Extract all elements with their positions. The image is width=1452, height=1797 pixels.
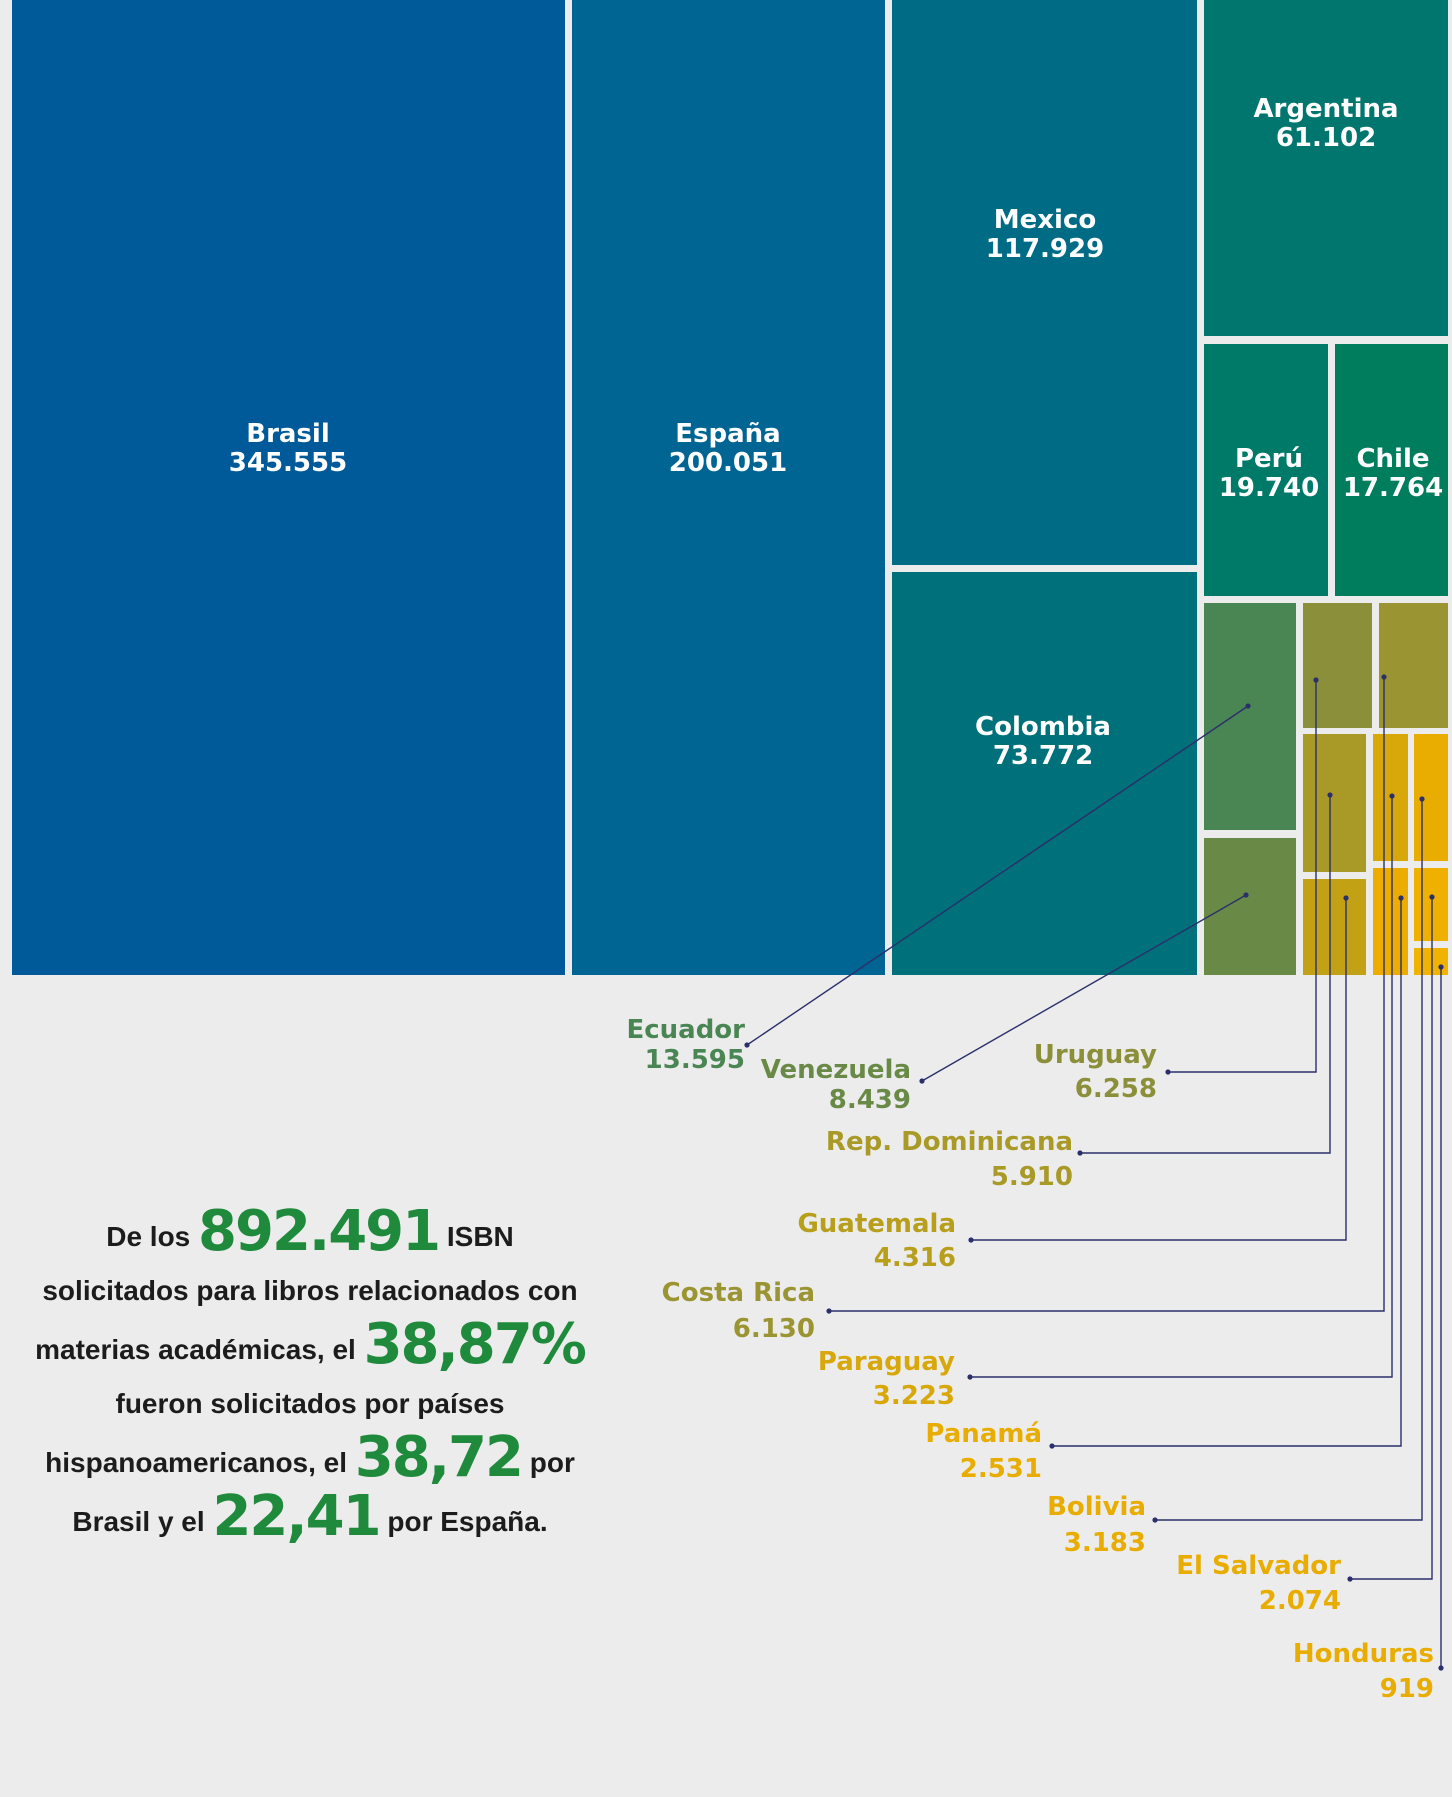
leader-end-ecuador	[744, 1042, 750, 1048]
label-colombia: Colombia	[975, 712, 1111, 742]
label-uruguay: Uruguay	[1034, 1040, 1157, 1070]
value-uruguay: 6.258	[1075, 1074, 1157, 1104]
summary-part-2: ISBN solicitados para libros relacionado…	[35, 1221, 578, 1365]
value-venezuela: 8.439	[829, 1085, 911, 1115]
tile-el-salvador	[1414, 868, 1448, 941]
leader-dot-panama	[1398, 895, 1404, 901]
brasil-percentage: 38,72	[354, 1425, 524, 1490]
leader-line-rep-dominicana	[1080, 795, 1331, 1154]
summary-part-3: fueron solicitados por países hispanoame…	[45, 1388, 505, 1478]
leader-line-bolivia	[1155, 799, 1423, 1521]
leader-line-ecuador	[746, 705, 1249, 1046]
label-bolivia: Bolivia	[1047, 1492, 1146, 1522]
leader-end-costa-rica	[826, 1308, 832, 1314]
value-el-salvador: 2.074	[1259, 1586, 1341, 1616]
leader-dot-guatemala	[1343, 895, 1349, 901]
tile-bolivia	[1414, 734, 1448, 861]
total-isbn-number: 892.491	[198, 1199, 441, 1264]
tile-uruguay	[1303, 603, 1372, 728]
leader-end-el-salvador	[1347, 1576, 1353, 1582]
tile-venezuela	[1204, 838, 1296, 975]
label-chile: Chile	[1356, 444, 1429, 474]
value-espana: 200.051	[669, 448, 787, 478]
tile-honduras	[1414, 948, 1448, 975]
leader-end-uruguay	[1165, 1069, 1171, 1075]
value-guatemala: 4.316	[874, 1243, 956, 1273]
leader-line-paraguay	[970, 796, 1393, 1378]
hispanic-percentage: 38,87%	[363, 1312, 587, 1377]
tile-argentina	[1204, 0, 1448, 336]
tile-espana	[572, 0, 885, 975]
leader-end-honduras	[1438, 1665, 1444, 1671]
summary-part-5: por España.	[387, 1506, 548, 1537]
tile-mexico	[892, 0, 1197, 565]
leader-end-guatemala	[968, 1237, 974, 1243]
espana-percentage: 22,41	[212, 1484, 381, 1549]
label-espana: España	[675, 419, 780, 449]
leader-dot-ecuador	[1245, 703, 1251, 709]
value-paraguay: 3.223	[873, 1381, 955, 1411]
label-costa-rica: Costa Rica	[662, 1278, 815, 1308]
value-honduras: 919	[1380, 1674, 1434, 1704]
leader-line-costa-rica	[829, 677, 1385, 1312]
label-paraguay: Paraguay	[818, 1347, 955, 1377]
tile-brasil	[12, 0, 565, 975]
leader-dot-el-salvador	[1429, 894, 1435, 900]
label-argentina: Argentina	[1253, 94, 1398, 124]
value-argentina: 61.102	[1276, 123, 1376, 153]
value-bolivia: 3.183	[1064, 1528, 1146, 1558]
leader-line-panama	[1052, 898, 1402, 1447]
leader-end-paraguay	[967, 1374, 973, 1380]
label-peru: Perú	[1235, 444, 1303, 474]
leader-end-rep-dominicana	[1077, 1150, 1083, 1156]
label-el-salvador: El Salvador	[1176, 1551, 1341, 1581]
value-costa-rica: 6.130	[733, 1314, 815, 1344]
label-guatemala: Guatemala	[797, 1209, 956, 1239]
leader-dot-bolivia	[1419, 796, 1425, 802]
leader-dot-uruguay	[1313, 677, 1319, 683]
label-panama: Panamá	[925, 1419, 1042, 1449]
leader-end-panama	[1049, 1443, 1055, 1449]
leader-line-guatemala	[971, 898, 1347, 1241]
label-rep-dominicana: Rep. Dominicana	[826, 1127, 1073, 1157]
value-mexico: 117.929	[986, 234, 1104, 264]
label-brasil: Brasil	[246, 419, 329, 449]
leader-line-el-salvador	[1350, 897, 1433, 1580]
leader-end-bolivia	[1152, 1517, 1158, 1523]
summary-part-1: De los	[106, 1221, 191, 1252]
value-colombia: 73.772	[993, 741, 1093, 771]
leader-dot-honduras	[1438, 964, 1444, 970]
value-chile: 17.764	[1343, 473, 1443, 503]
summary-text: De los 892.491 ISBN solicitados para lib…	[30, 1204, 590, 1549]
leader-dot-costa-rica	[1381, 674, 1387, 680]
tile-ecuador	[1204, 603, 1296, 830]
label-venezuela: Venezuela	[761, 1055, 911, 1085]
tile-colombia	[892, 572, 1197, 975]
value-peru: 19.740	[1219, 473, 1319, 503]
label-honduras: Honduras	[1293, 1639, 1434, 1669]
label-mexico: Mexico	[994, 205, 1096, 235]
tile-panama	[1373, 868, 1408, 975]
leader-line-venezuela	[921, 894, 1247, 1082]
leader-line-uruguay	[1168, 680, 1317, 1073]
leader-dot-paraguay	[1389, 793, 1395, 799]
value-brasil: 345.555	[229, 448, 347, 478]
tile-costa-rica	[1379, 603, 1448, 728]
value-rep-dominicana: 5.910	[991, 1162, 1073, 1192]
tile-chile	[1335, 344, 1448, 596]
tile-rep-dominicana	[1303, 734, 1366, 872]
leader-end-venezuela	[919, 1078, 925, 1084]
value-panama: 2.531	[960, 1454, 1042, 1484]
label-ecuador: Ecuador	[626, 1015, 745, 1045]
tile-peru	[1204, 344, 1328, 596]
value-ecuador: 13.595	[645, 1045, 745, 1075]
leader-dot-venezuela	[1243, 892, 1249, 898]
summary-part-4: por Brasil y el	[72, 1447, 575, 1537]
leader-dot-rep-dominicana	[1327, 792, 1333, 798]
tile-guatemala	[1303, 879, 1366, 975]
